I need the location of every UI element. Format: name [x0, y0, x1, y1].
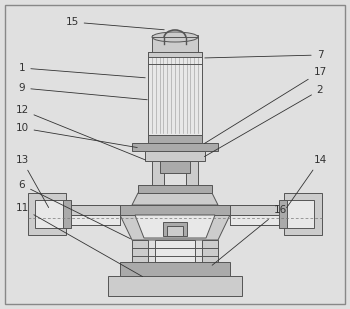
Polygon shape	[135, 215, 215, 238]
Text: 12: 12	[15, 105, 146, 160]
Bar	[138, 185, 212, 193]
Bar	[152, 161, 164, 187]
Bar	[148, 52, 202, 57]
Bar	[65, 205, 120, 215]
Text: 17: 17	[204, 67, 327, 144]
Text: 15: 15	[65, 17, 164, 30]
Text: 14: 14	[287, 155, 327, 208]
Bar	[120, 205, 230, 215]
Bar	[148, 52, 202, 135]
Bar	[186, 161, 198, 187]
Bar	[120, 262, 230, 276]
Text: 13: 13	[15, 155, 49, 208]
Bar	[230, 205, 285, 215]
Bar	[108, 276, 242, 296]
Polygon shape	[120, 215, 230, 240]
Bar	[163, 222, 187, 236]
Bar	[284, 200, 314, 228]
Text: 9: 9	[19, 83, 147, 100]
Bar	[155, 240, 195, 262]
Bar	[167, 226, 183, 236]
Bar	[132, 240, 148, 262]
Text: 7: 7	[205, 50, 323, 60]
Bar	[28, 193, 66, 235]
Bar	[148, 135, 202, 143]
Text: 10: 10	[15, 123, 137, 147]
Text: 6: 6	[19, 180, 131, 239]
Bar	[230, 215, 285, 225]
Bar	[202, 240, 218, 262]
Bar	[132, 143, 218, 151]
Text: 1: 1	[19, 63, 145, 78]
Bar	[63, 200, 71, 228]
Bar	[284, 193, 322, 235]
Polygon shape	[132, 193, 218, 205]
Bar	[160, 161, 190, 173]
Bar	[152, 35, 198, 53]
Text: 2: 2	[204, 85, 323, 157]
Text: 11: 11	[15, 203, 142, 277]
Ellipse shape	[152, 32, 198, 42]
Bar	[65, 215, 120, 225]
Bar	[145, 151, 205, 161]
Bar	[35, 200, 65, 228]
Text: 16: 16	[212, 205, 287, 265]
Bar	[279, 200, 287, 228]
